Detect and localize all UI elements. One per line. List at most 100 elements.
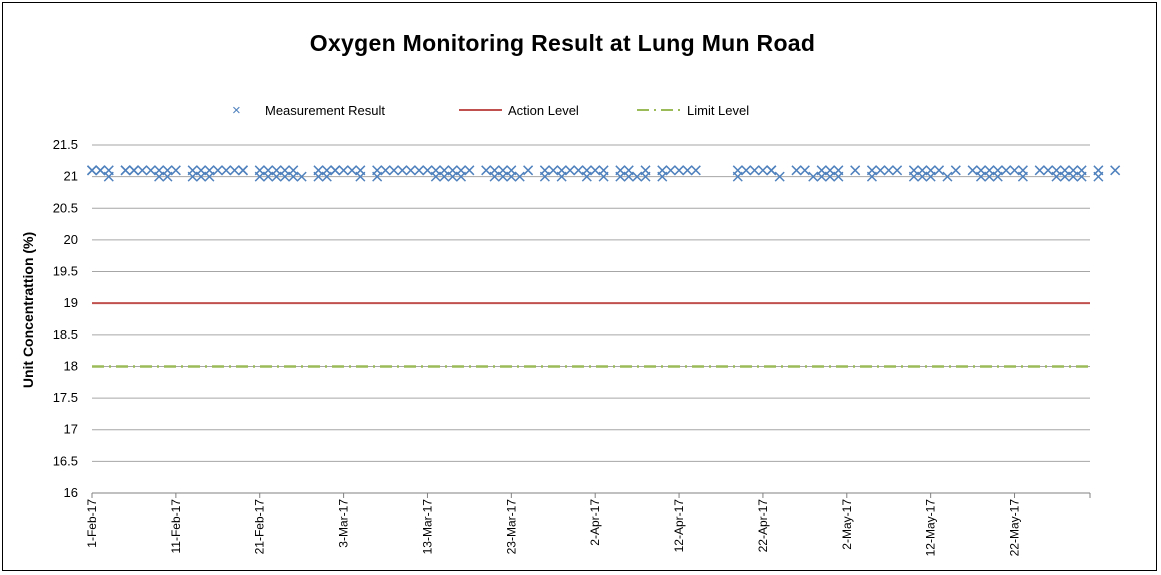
marker-stroke — [95, 165, 106, 176]
marker-stroke — [1093, 171, 1104, 182]
x-tick-label: 13-Mar-17 — [420, 499, 434, 555]
measurement-point — [95, 165, 106, 176]
measurement-point — [430, 171, 441, 182]
measurement-point — [120, 165, 131, 176]
measurement-point — [539, 171, 550, 182]
marker-stroke — [741, 165, 752, 176]
legend: × Measurement Result Action Level Limit … — [232, 102, 749, 119]
marker-stroke — [799, 165, 810, 176]
marker-stroke — [640, 171, 651, 182]
marker-stroke — [313, 171, 324, 182]
measurement-point — [439, 171, 450, 182]
measurement-point — [455, 171, 467, 182]
marker-stroke — [447, 171, 458, 182]
measurement-point — [506, 171, 517, 182]
measurement-point — [170, 165, 181, 176]
marker-stroke — [212, 165, 223, 176]
measurement-point — [1017, 171, 1028, 182]
y-tick-label: 16 — [64, 485, 78, 500]
y-tick-label: 19 — [64, 295, 78, 310]
measurement-point — [875, 165, 886, 176]
measurement-point — [640, 171, 651, 182]
marker-stroke — [984, 171, 995, 182]
measurement-point — [598, 171, 609, 182]
measurement-point — [925, 171, 936, 182]
legend-label-measurement: Measurement Result — [265, 103, 385, 118]
legend-marker-measurement: × — [232, 102, 241, 119]
measurement-point — [1068, 171, 1079, 182]
marker-stroke — [489, 171, 500, 182]
measurement-point — [497, 171, 508, 182]
measurement-point — [187, 171, 198, 182]
marker-stroke — [833, 171, 844, 182]
measurement-point — [212, 165, 223, 176]
marker-stroke — [263, 171, 274, 182]
y-tick-label: 21.5 — [53, 137, 78, 152]
measurement-point — [934, 165, 945, 176]
marker-stroke — [1068, 171, 1079, 182]
measurement-point — [263, 171, 274, 182]
marker-stroke — [925, 171, 936, 182]
marker-stroke — [1076, 171, 1087, 182]
marker-stroke — [414, 165, 425, 176]
measurement-point — [892, 165, 903, 176]
marker-stroke — [221, 165, 232, 176]
measurement-point — [992, 171, 1003, 182]
marker-stroke — [539, 171, 550, 182]
measurement-point — [1110, 165, 1121, 176]
measurement-point — [221, 165, 232, 176]
marker-stroke — [1110, 165, 1121, 176]
marker-stroke — [296, 171, 307, 182]
measurement-point — [1043, 165, 1054, 176]
legend-label-action: Action Level — [508, 103, 579, 118]
measurement-point — [967, 165, 978, 176]
x-tick-label: 12-Apr-17 — [672, 499, 686, 553]
marker-stroke — [330, 165, 341, 176]
marker-stroke — [204, 171, 215, 182]
marker-stroke — [1001, 165, 1012, 176]
y-tick-label: 21 — [64, 169, 78, 184]
measurement-point — [833, 171, 844, 182]
legend-item-action: Action Level — [459, 103, 579, 118]
marker-stroke — [682, 165, 693, 176]
measurement-point — [850, 165, 861, 176]
measurement-point — [623, 171, 634, 182]
measurement-point — [573, 165, 584, 176]
measurement-point — [1034, 165, 1045, 176]
marker-stroke — [581, 171, 592, 182]
marker-stroke — [372, 171, 383, 182]
measurement-point — [757, 165, 768, 176]
y-tick-label: 17 — [64, 422, 78, 437]
marker-stroke — [816, 171, 827, 182]
measurement-point — [1001, 165, 1012, 176]
marker-stroke — [103, 171, 114, 182]
x-tick-label: 12-May-17 — [924, 499, 938, 557]
marker-stroke — [137, 165, 148, 176]
marker-stroke — [875, 165, 886, 176]
marker-stroke — [145, 165, 156, 176]
marker-stroke — [170, 165, 181, 176]
marker-stroke — [824, 171, 836, 182]
marker-stroke — [187, 171, 198, 182]
marker-stroke — [749, 165, 760, 176]
marker-stroke — [254, 171, 265, 182]
measurement-point — [254, 171, 265, 182]
measurement-point — [154, 165, 165, 176]
marker-stroke — [154, 165, 165, 176]
marker-stroke — [397, 165, 408, 176]
marker-stroke — [615, 171, 626, 182]
measurement-point — [137, 165, 148, 176]
measurement-point — [816, 171, 827, 182]
measurement-point — [103, 171, 114, 182]
marker-stroke — [934, 165, 945, 176]
marker-stroke — [632, 171, 643, 182]
marker-stroke — [279, 171, 290, 182]
x-tick-label: 11-Feb-17 — [169, 499, 183, 554]
marker-stroke — [883, 165, 894, 176]
marker-stroke — [657, 171, 668, 182]
marker-stroke — [346, 165, 358, 176]
measurement-point — [422, 165, 433, 176]
measurement-point — [556, 171, 567, 182]
marker-stroke — [288, 171, 299, 182]
